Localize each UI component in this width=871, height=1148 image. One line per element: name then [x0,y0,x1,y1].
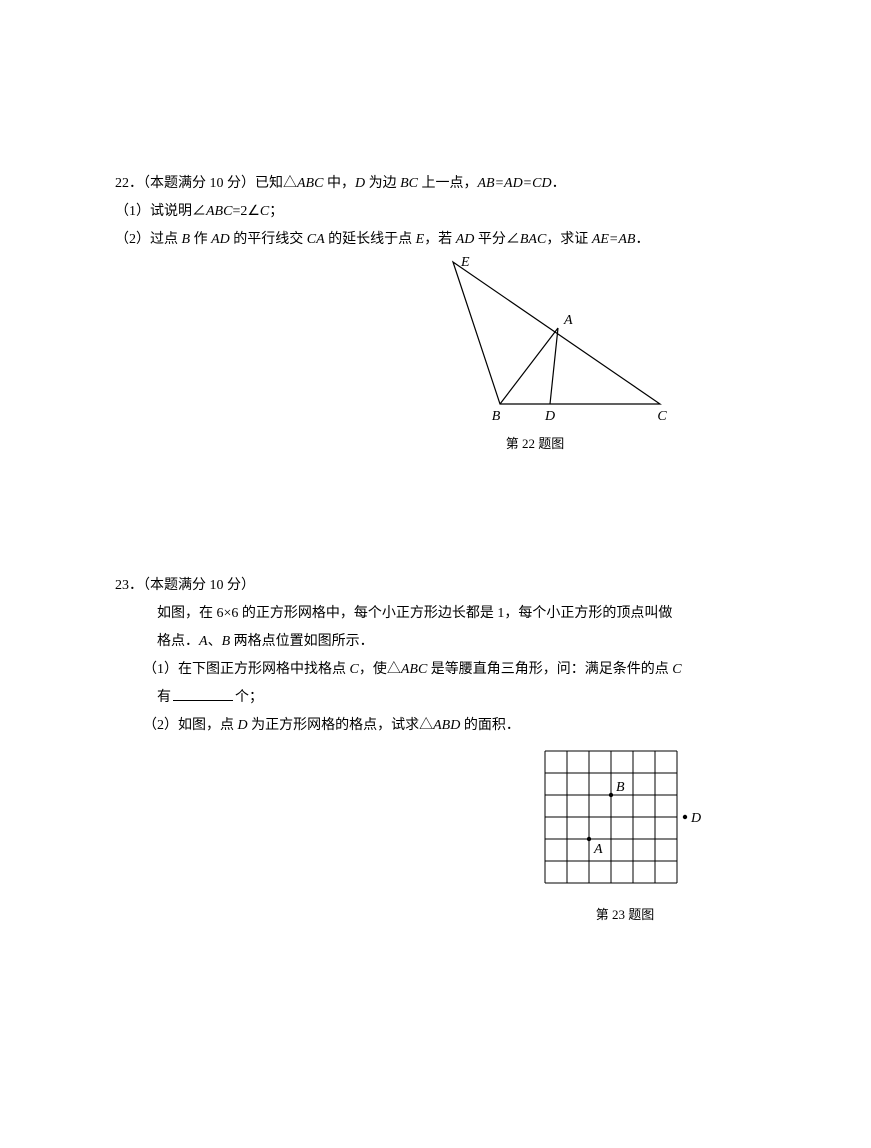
text: D [238,718,248,733]
svg-text:B: B [616,780,625,795]
text: ，使△ [359,662,401,677]
text: （1）试说明∠ [115,204,206,219]
text: 10 [210,578,224,593]
svg-text:A: A [593,842,603,857]
figure-23-caption: 第 23 题图 [525,904,725,923]
text: 两格点位置如图所示． [230,634,374,649]
text: 的延长线于点 [325,232,416,247]
text: ，若 [424,232,456,247]
text: ． [635,232,649,247]
text: ，求证 [546,232,592,247]
text: E [416,232,425,247]
p23-q1: （1）在下图正方形网格中找格点 C，使△ABC 是等腰直角三角形，问：满足条件的… [115,656,771,684]
text: 为边 [365,176,400,191]
text: CA [307,232,325,247]
text: C [350,662,359,677]
svg-text:B: B [492,409,501,424]
text: 如图，在 [157,606,217,621]
text: C [260,204,269,219]
problem-22: 22．（本题满分 10 分）已知△ABC 中，D 为边 BC 上一点，AB=AD… [115,170,771,452]
text: 23．（本题满分 [115,578,210,593]
p23-head: 23．（本题满分 10 分） [115,572,771,600]
p22-q1: （1）试说明∠ABC=2∠C； [115,198,771,226]
text: =2∠ [232,204,259,219]
text: 是等腰直角三角形，问：满足条件的点 [427,662,672,677]
text: 分）已知△ [224,176,298,191]
text: ，每个小正方形的顶点叫做 [504,606,672,621]
text: 作 [190,232,211,247]
p23-q2: （2）如图，点 D 为正方形网格的格点，试求△ABD 的面积． [115,712,771,740]
blank-fill[interactable] [173,687,233,701]
svg-text:D: D [544,409,555,424]
svg-text:C: C [657,409,667,424]
text: 中， [323,176,355,191]
text: BC [400,176,418,191]
text: D [355,176,365,191]
svg-text:E: E [460,255,470,270]
text: AD [456,232,475,247]
text: C [672,662,681,677]
text: 平分∠ [474,232,520,247]
text: 的面积． [460,718,520,733]
text: AB=AD=CD [477,176,551,191]
p23-l1: 如图，在 6×6 的正方形网格中，每个小正方形边长都是 1，每个小正方形的顶点叫… [115,600,771,628]
text: ABC [401,662,427,677]
text: ． [552,176,566,191]
text: 上一点， [418,176,478,191]
svg-text:D: D [690,811,701,826]
text: 个； [235,690,263,705]
text: ABC [206,204,232,219]
text: 有 [157,690,171,705]
text: 的正方形网格中，每个小正方形边长都是 [238,606,497,621]
text: 的平行线交 [230,232,307,247]
text: （2）如图，点 [143,718,238,733]
text: 10 [210,176,224,191]
p22-head: 22．（本题满分 10 分）已知△ABC 中，D 为边 BC 上一点，AB=AD… [115,170,771,198]
text: 为正方形网格的格点，试求△ [248,718,434,733]
problem-23: 23．（本题满分 10 分） 如图，在 6×6 的正方形网格中，每个小正方形边长… [115,572,771,923]
text: 格点． [157,634,199,649]
text: B [222,634,231,649]
text: ABC [297,176,323,191]
text: A [199,634,208,649]
text: 分） [224,578,256,593]
p23-q1b: 有 个； [115,684,771,712]
text: （1）在下图正方形网格中找格点 [143,662,350,677]
text: （2）过点 [115,232,182,247]
p23-l2: 格点．A、B 两格点位置如图所示． [115,628,771,656]
p22-q2: （2）过点 B 作 AD 的平行线交 CA 的延长线于点 E，若 AD 平分∠B… [115,226,771,254]
figure-23-wrap: A B D 第 23 题图 [525,748,725,923]
text: AE=AB [592,232,636,247]
figure-22: E A B D C [390,254,680,429]
text: AD [211,232,230,247]
text: 、 [208,634,222,649]
text: B [182,232,191,247]
figure-22-caption: 第 22 题图 [375,433,695,452]
svg-text:A: A [563,313,573,328]
text: 22．（本题满分 [115,176,210,191]
text: BAC [520,232,546,247]
text: ； [269,204,283,219]
figure-22-wrap: E A B D C 第 22 题图 [375,254,695,452]
figure-23: A B D [539,748,711,886]
text: 6×6 [217,606,239,621]
text: ABD [433,718,460,733]
